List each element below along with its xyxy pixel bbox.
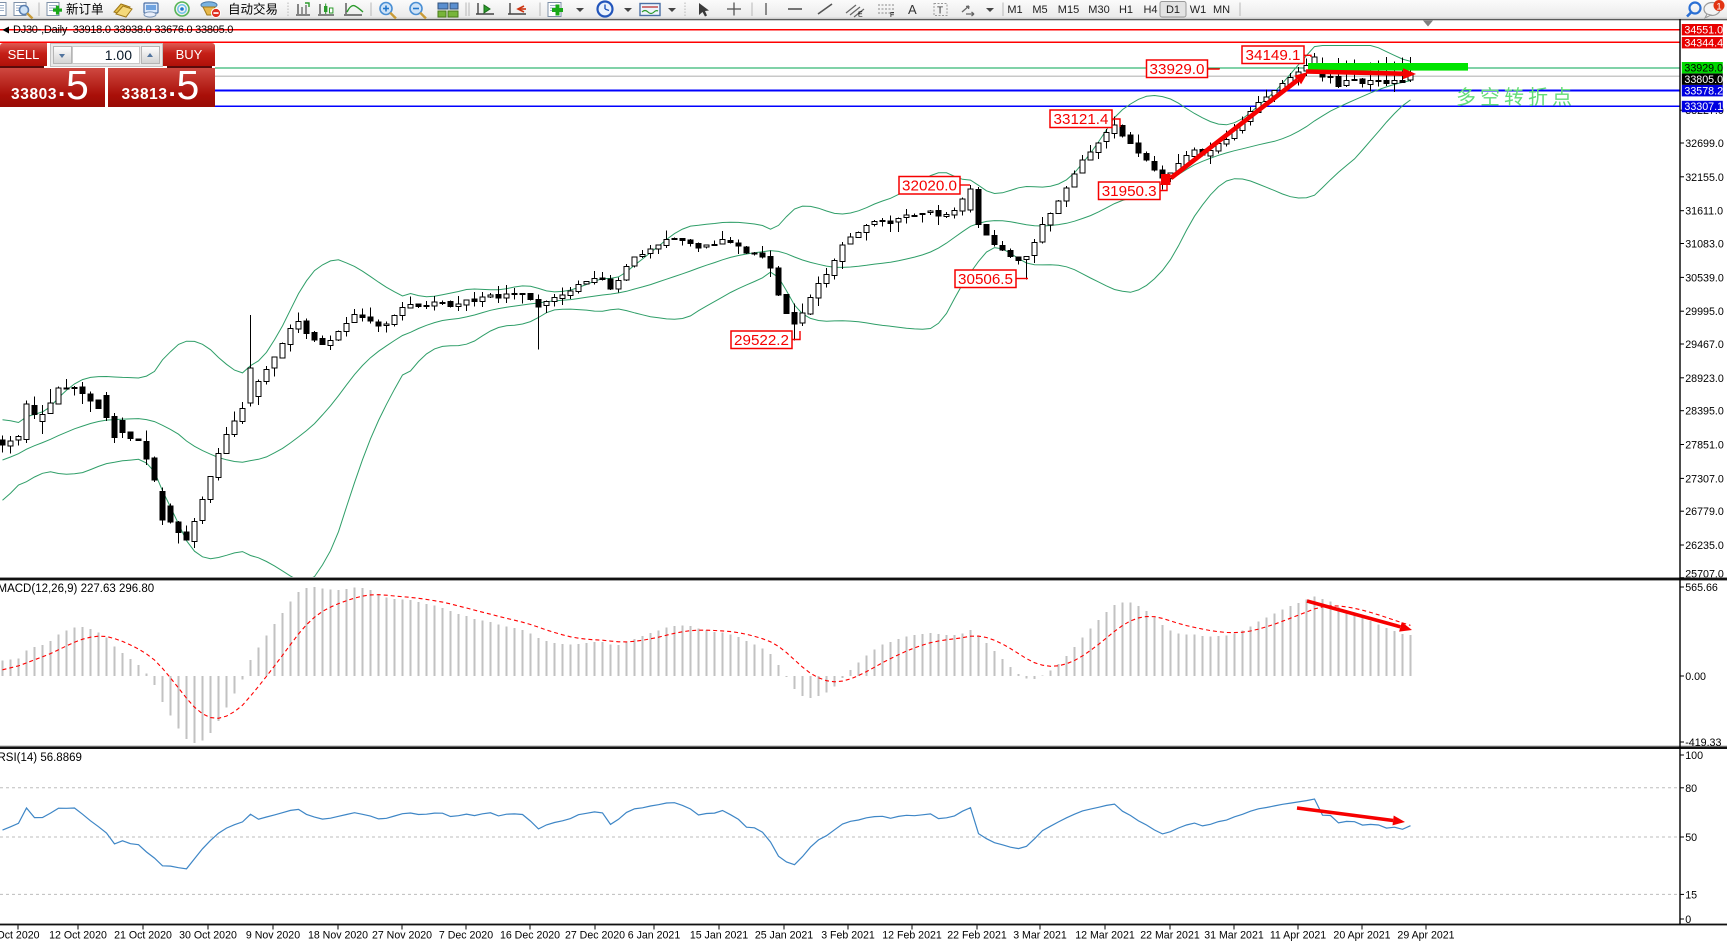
svg-text:28395.0: 28395.0 bbox=[1685, 406, 1724, 418]
svg-text:31950.3: 31950.3 bbox=[1102, 183, 1157, 200]
svg-text:32020.0: 32020.0 bbox=[902, 178, 957, 195]
svg-text:M15: M15 bbox=[1058, 4, 1079, 16]
svg-text:T: T bbox=[937, 6, 943, 17]
svg-text:M5: M5 bbox=[1032, 4, 1047, 16]
svg-text:27307.0: 27307.0 bbox=[1685, 473, 1724, 485]
svg-text:Oct 2020: Oct 2020 bbox=[0, 930, 40, 942]
svg-text:33121.4: 33121.4 bbox=[1054, 111, 1109, 128]
svg-text:F: F bbox=[890, 12, 894, 19]
svg-text:30506.5: 30506.5 bbox=[958, 271, 1013, 288]
svg-text:25 Jan 2021: 25 Jan 2021 bbox=[755, 930, 813, 942]
svg-text:H4: H4 bbox=[1143, 4, 1157, 16]
svg-text:D1: D1 bbox=[1166, 4, 1180, 16]
svg-text:34344.4: 34344.4 bbox=[1684, 37, 1723, 49]
svg-text:-419.33: -419.33 bbox=[1685, 737, 1721, 749]
svg-text:3 Feb 2021: 3 Feb 2021 bbox=[821, 930, 875, 942]
svg-text:22 Mar 2021: 22 Mar 2021 bbox=[1140, 930, 1200, 942]
svg-text:11 Apr 2021: 11 Apr 2021 bbox=[1270, 930, 1326, 942]
svg-text:34551.0: 34551.0 bbox=[1684, 24, 1723, 36]
svg-text:31 Mar 2021: 31 Mar 2021 bbox=[1204, 930, 1264, 942]
svg-text:7 Dec 2020: 7 Dec 2020 bbox=[439, 930, 493, 942]
svg-text:29 Apr 2021: 29 Apr 2021 bbox=[1397, 930, 1454, 942]
svg-text:34149.1: 34149.1 bbox=[1246, 47, 1301, 64]
svg-text:26779.0: 26779.0 bbox=[1685, 506, 1724, 518]
svg-text:3 Mar 2021: 3 Mar 2021 bbox=[1013, 930, 1067, 942]
svg-text:22 Feb 2021: 22 Feb 2021 bbox=[947, 930, 1007, 942]
svg-text:E: E bbox=[858, 12, 863, 19]
svg-text:31083.0: 31083.0 bbox=[1685, 239, 1724, 251]
svg-text:21 Oct 2020: 21 Oct 2020 bbox=[114, 930, 172, 942]
svg-text:25707.0: 25707.0 bbox=[1685, 569, 1724, 581]
svg-text:自动交易: 自动交易 bbox=[228, 2, 278, 17]
svg-text:A: A bbox=[908, 2, 917, 17]
svg-text:29995.0: 29995.0 bbox=[1685, 306, 1724, 318]
svg-text:20 Apr 2021: 20 Apr 2021 bbox=[1333, 930, 1390, 942]
svg-text:M30: M30 bbox=[1088, 4, 1109, 16]
svg-text:DJ30-,Daily 33918.0 33938.0 3: DJ30-,Daily 33918.0 33938.0 33676.0 3380… bbox=[13, 24, 233, 36]
svg-text:15 Jan 2021: 15 Jan 2021 bbox=[690, 930, 748, 942]
svg-text:100: 100 bbox=[1685, 750, 1703, 762]
svg-text:12 Mar 2021: 12 Mar 2021 bbox=[1075, 930, 1135, 942]
svg-text:29467.0: 29467.0 bbox=[1685, 339, 1724, 351]
svg-text:27851.0: 27851.0 bbox=[1685, 440, 1724, 452]
svg-text:32155.0: 32155.0 bbox=[1685, 172, 1724, 184]
svg-text:6 Jan 2021: 6 Jan 2021 bbox=[628, 930, 681, 942]
svg-text:80: 80 bbox=[1685, 783, 1697, 795]
svg-text:27 Dec 2020: 27 Dec 2020 bbox=[565, 930, 625, 942]
svg-text:W1: W1 bbox=[1190, 4, 1207, 16]
svg-text:33929.0: 33929.0 bbox=[1684, 62, 1723, 74]
svg-text:31611.0: 31611.0 bbox=[1685, 206, 1723, 218]
svg-text:新订单: 新订单 bbox=[66, 2, 104, 17]
svg-text:RSI(14) 56.8869: RSI(14) 56.8869 bbox=[0, 752, 82, 764]
svg-text:多空转折点: 多空转折点 bbox=[1456, 86, 1576, 109]
svg-text:0.00: 0.00 bbox=[1685, 671, 1706, 683]
svg-text:MN: MN bbox=[1213, 4, 1230, 16]
svg-text:MACD(12,26,9) 227.63 296.80: MACD(12,26,9) 227.63 296.80 bbox=[0, 583, 154, 595]
svg-text:30539.0: 30539.0 bbox=[1685, 272, 1724, 284]
svg-text:15: 15 bbox=[1685, 889, 1697, 901]
svg-text:33805.0: 33805.0 bbox=[1684, 74, 1723, 86]
svg-text:12 Feb 2021: 12 Feb 2021 bbox=[882, 930, 942, 942]
svg-text:30 Oct 2020: 30 Oct 2020 bbox=[179, 930, 237, 942]
svg-text:565.66: 565.66 bbox=[1685, 582, 1718, 594]
svg-text:27 Nov 2020: 27 Nov 2020 bbox=[372, 930, 432, 942]
svg-text:16 Dec 2020: 16 Dec 2020 bbox=[500, 930, 560, 942]
svg-text:26235.0: 26235.0 bbox=[1685, 540, 1724, 552]
svg-text:18 Nov 2020: 18 Nov 2020 bbox=[308, 930, 368, 942]
svg-text:1: 1 bbox=[1716, 1, 1721, 12]
svg-text:33307.1: 33307.1 bbox=[1684, 101, 1723, 113]
svg-text:33929.0: 33929.0 bbox=[1150, 61, 1205, 78]
svg-text:28923.0: 28923.0 bbox=[1685, 373, 1724, 385]
svg-text:9 Nov 2020: 9 Nov 2020 bbox=[246, 930, 300, 942]
svg-text:12 Oct 2020: 12 Oct 2020 bbox=[49, 930, 107, 942]
svg-text:M1: M1 bbox=[1007, 4, 1022, 16]
svg-text:33578.2: 33578.2 bbox=[1684, 85, 1723, 97]
svg-text:50: 50 bbox=[1685, 832, 1697, 844]
svg-text:29522.2: 29522.2 bbox=[734, 332, 789, 349]
svg-text:H1: H1 bbox=[1119, 4, 1133, 16]
svg-text:0: 0 bbox=[1685, 914, 1691, 926]
svg-text:32699.0: 32699.0 bbox=[1685, 138, 1724, 150]
